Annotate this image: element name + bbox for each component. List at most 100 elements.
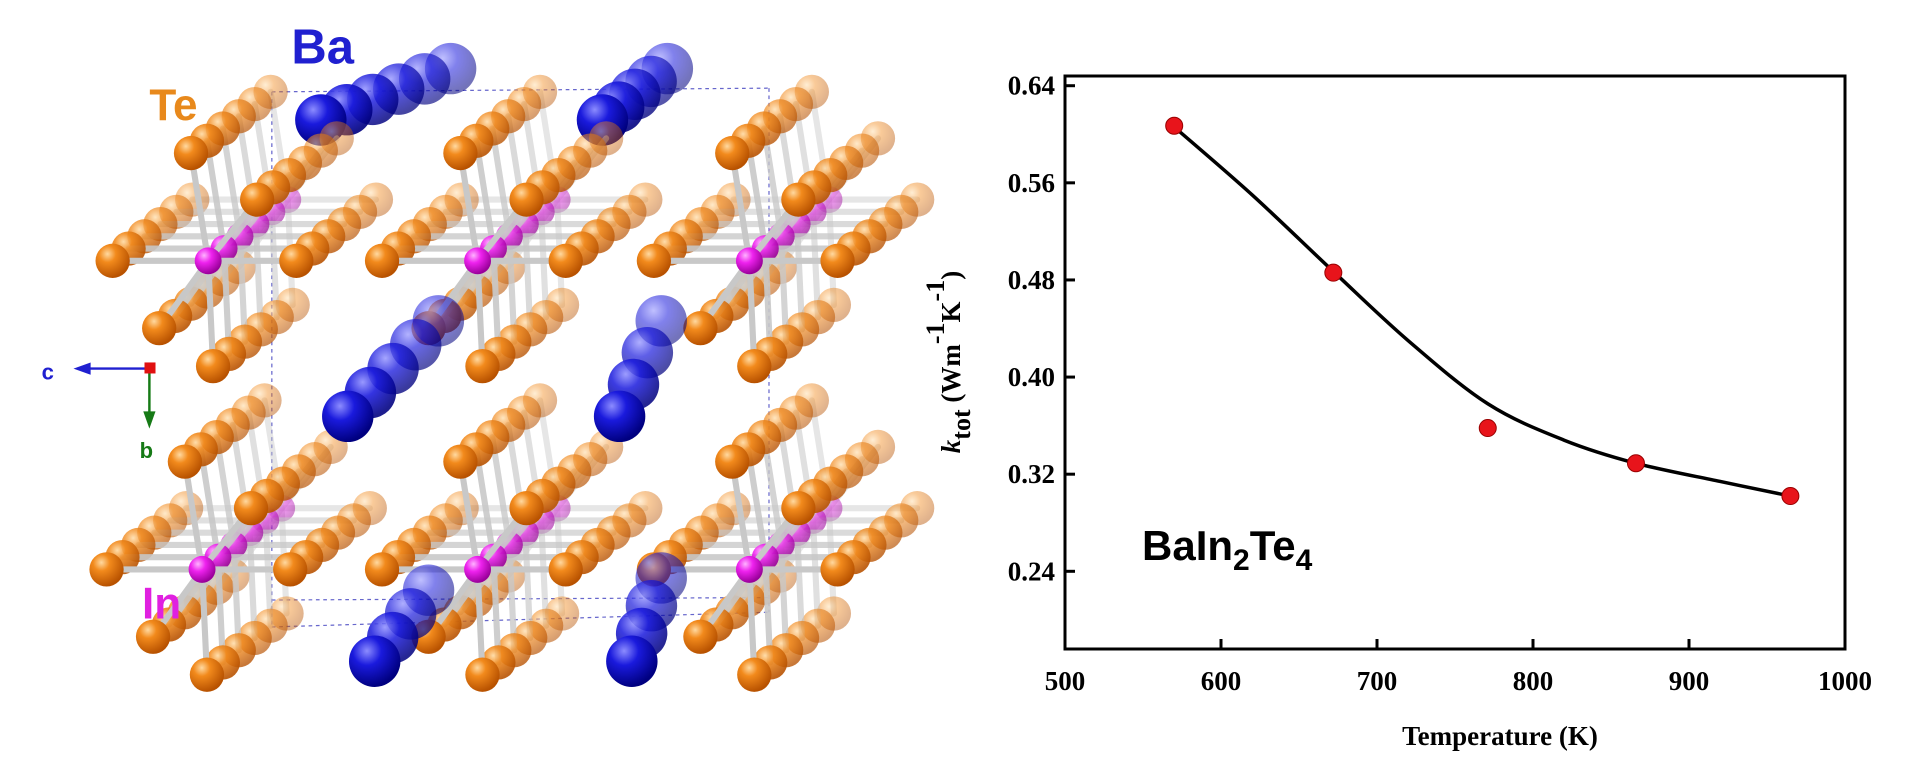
bond — [187, 150, 212, 264]
bond — [181, 458, 206, 573]
atom — [273, 552, 308, 587]
data-point — [1781, 487, 1800, 506]
atom — [167, 444, 203, 479]
atom — [443, 135, 478, 171]
atom — [683, 311, 718, 346]
y-label-part: -1 — [921, 280, 950, 302]
atom — [737, 657, 772, 692]
bond — [489, 125, 513, 240]
compound-label: BaIn2Te4 — [1142, 522, 1313, 577]
bond — [506, 233, 518, 345]
bond — [246, 529, 258, 642]
atom — [735, 247, 763, 275]
y-tick-label: 0.40 — [1008, 362, 1055, 392]
bond — [213, 434, 237, 548]
atom — [781, 182, 816, 217]
atom — [820, 243, 855, 278]
atom — [781, 491, 816, 526]
atom — [548, 552, 583, 587]
bond — [197, 446, 222, 561]
te-label: Te — [149, 81, 197, 130]
atom — [89, 552, 124, 587]
y-tick-label: 0.48 — [1008, 265, 1055, 295]
x-axis-label: Temperature (K) — [1402, 721, 1598, 751]
atom — [279, 243, 314, 278]
atom — [464, 247, 492, 275]
bond — [522, 221, 534, 333]
y-tick-label: 0.64 — [1008, 71, 1055, 101]
bond — [810, 517, 822, 629]
bond — [746, 257, 758, 370]
data-point — [1478, 419, 1497, 438]
y-tick-label: 0.24 — [1008, 556, 1055, 586]
bond — [230, 541, 242, 654]
compound-label-part: Te — [1250, 522, 1296, 569]
atom — [195, 348, 231, 384]
atom — [173, 135, 209, 171]
bond — [522, 529, 534, 642]
atom — [735, 555, 763, 583]
c-axis-label: c — [42, 360, 54, 385]
y-tick-label: 0.32 — [1008, 459, 1055, 489]
x-tick-label: 900 — [1669, 666, 1710, 696]
atom — [715, 444, 750, 479]
bond — [252, 221, 264, 333]
atom — [142, 311, 177, 346]
y-label-part: K — [936, 301, 966, 322]
atom — [135, 619, 171, 654]
atom — [636, 243, 672, 278]
atom — [509, 491, 544, 526]
atom — [548, 243, 583, 278]
y-tick-label: 0.56 — [1008, 168, 1055, 198]
y-label-part: tot — [947, 409, 976, 440]
y-label-part: k — [936, 439, 966, 453]
atom — [364, 552, 400, 587]
bond — [810, 208, 822, 321]
y-label-part: (Wm — [936, 344, 966, 410]
bond — [778, 233, 790, 345]
fit-line — [1173, 125, 1791, 498]
y-label-part: ) — [936, 271, 966, 280]
crystal-structure: Ba Te In c b — [42, 21, 935, 692]
bond — [236, 233, 248, 345]
x-tick-label: 600 — [1201, 666, 1242, 696]
b-axis-label: b — [140, 438, 153, 463]
atoms — [89, 42, 935, 692]
atom — [465, 657, 500, 692]
data-point — [1626, 454, 1645, 473]
bond — [489, 434, 513, 548]
bond — [457, 150, 481, 264]
bond — [473, 137, 497, 252]
bond — [794, 529, 806, 642]
atom — [443, 444, 478, 479]
atom — [364, 243, 400, 278]
bond — [214, 554, 226, 666]
bond — [268, 208, 280, 321]
bond — [745, 137, 769, 252]
axes-indicator — [73, 362, 156, 429]
in-label: In — [142, 579, 181, 628]
bond — [761, 434, 785, 548]
bond — [778, 541, 790, 654]
atom — [593, 390, 646, 443]
atom — [737, 348, 772, 384]
bond — [203, 137, 228, 252]
compound-label-part: BaIn — [1142, 522, 1233, 569]
data-point — [1165, 116, 1184, 135]
bond — [474, 566, 486, 678]
data-point — [1324, 263, 1343, 282]
bond — [794, 221, 806, 333]
bond — [473, 446, 497, 561]
atom — [715, 135, 750, 171]
x-tick-label: 700 — [1357, 666, 1398, 696]
bond — [745, 446, 769, 561]
bond — [198, 566, 211, 678]
atom — [464, 555, 492, 583]
ba-label: Ba — [291, 21, 354, 75]
bond — [746, 566, 758, 678]
bond — [762, 554, 774, 666]
atom — [188, 555, 216, 583]
unit-cell — [271, 87, 770, 628]
bond — [506, 541, 518, 654]
compound-label-part: 2 — [1233, 544, 1250, 577]
